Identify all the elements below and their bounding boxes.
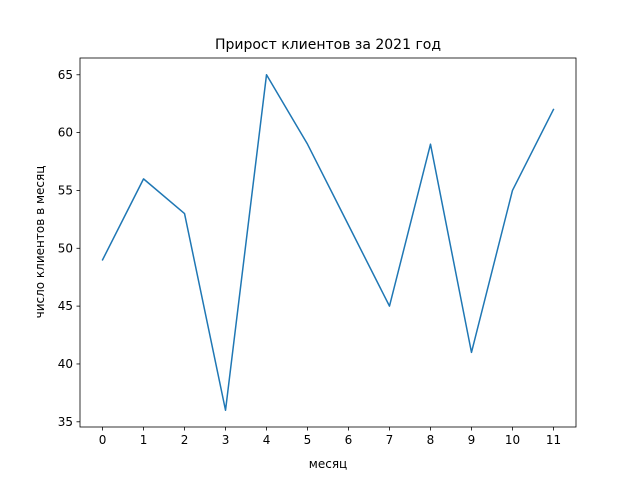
y-axis-ticks: 35 40 45 50 55 60 65 xyxy=(58,68,80,429)
y-tick-label: 45 xyxy=(58,299,73,313)
x-tick-label: 6 xyxy=(345,433,353,447)
x-tick-label: 8 xyxy=(427,433,435,447)
x-tick-label: 5 xyxy=(304,433,312,447)
y-axis-label: число клиентов в месяц xyxy=(33,166,47,319)
plot-area xyxy=(79,57,577,428)
x-tick-label: 7 xyxy=(386,433,394,447)
x-tick-label: 3 xyxy=(222,433,230,447)
x-axis-label: месяц xyxy=(309,457,347,471)
y-tick-label: 40 xyxy=(58,357,73,371)
y-tick-label: 65 xyxy=(58,68,73,82)
y-tick-label: 35 xyxy=(58,415,73,429)
chart-title: Прирост клиентов за 2021 год xyxy=(215,37,441,53)
x-tick-label: 4 xyxy=(263,433,271,447)
y-tick-label: 50 xyxy=(58,241,73,255)
x-tick-label: 10 xyxy=(505,433,520,447)
series-line-0 xyxy=(101,74,555,411)
y-tick-label: 60 xyxy=(58,126,73,140)
x-tick-label: 2 xyxy=(181,433,189,447)
x-tick-label: 9 xyxy=(468,433,476,447)
y-tick-label: 55 xyxy=(58,183,73,197)
plot-frame xyxy=(79,57,577,428)
x-axis-ticks: 0 1 2 3 4 5 6 7 8 9 10 11 xyxy=(99,427,561,447)
x-tick-label: 11 xyxy=(546,433,561,447)
x-tick-label: 0 xyxy=(99,433,107,447)
x-tick-label: 1 xyxy=(140,433,148,447)
